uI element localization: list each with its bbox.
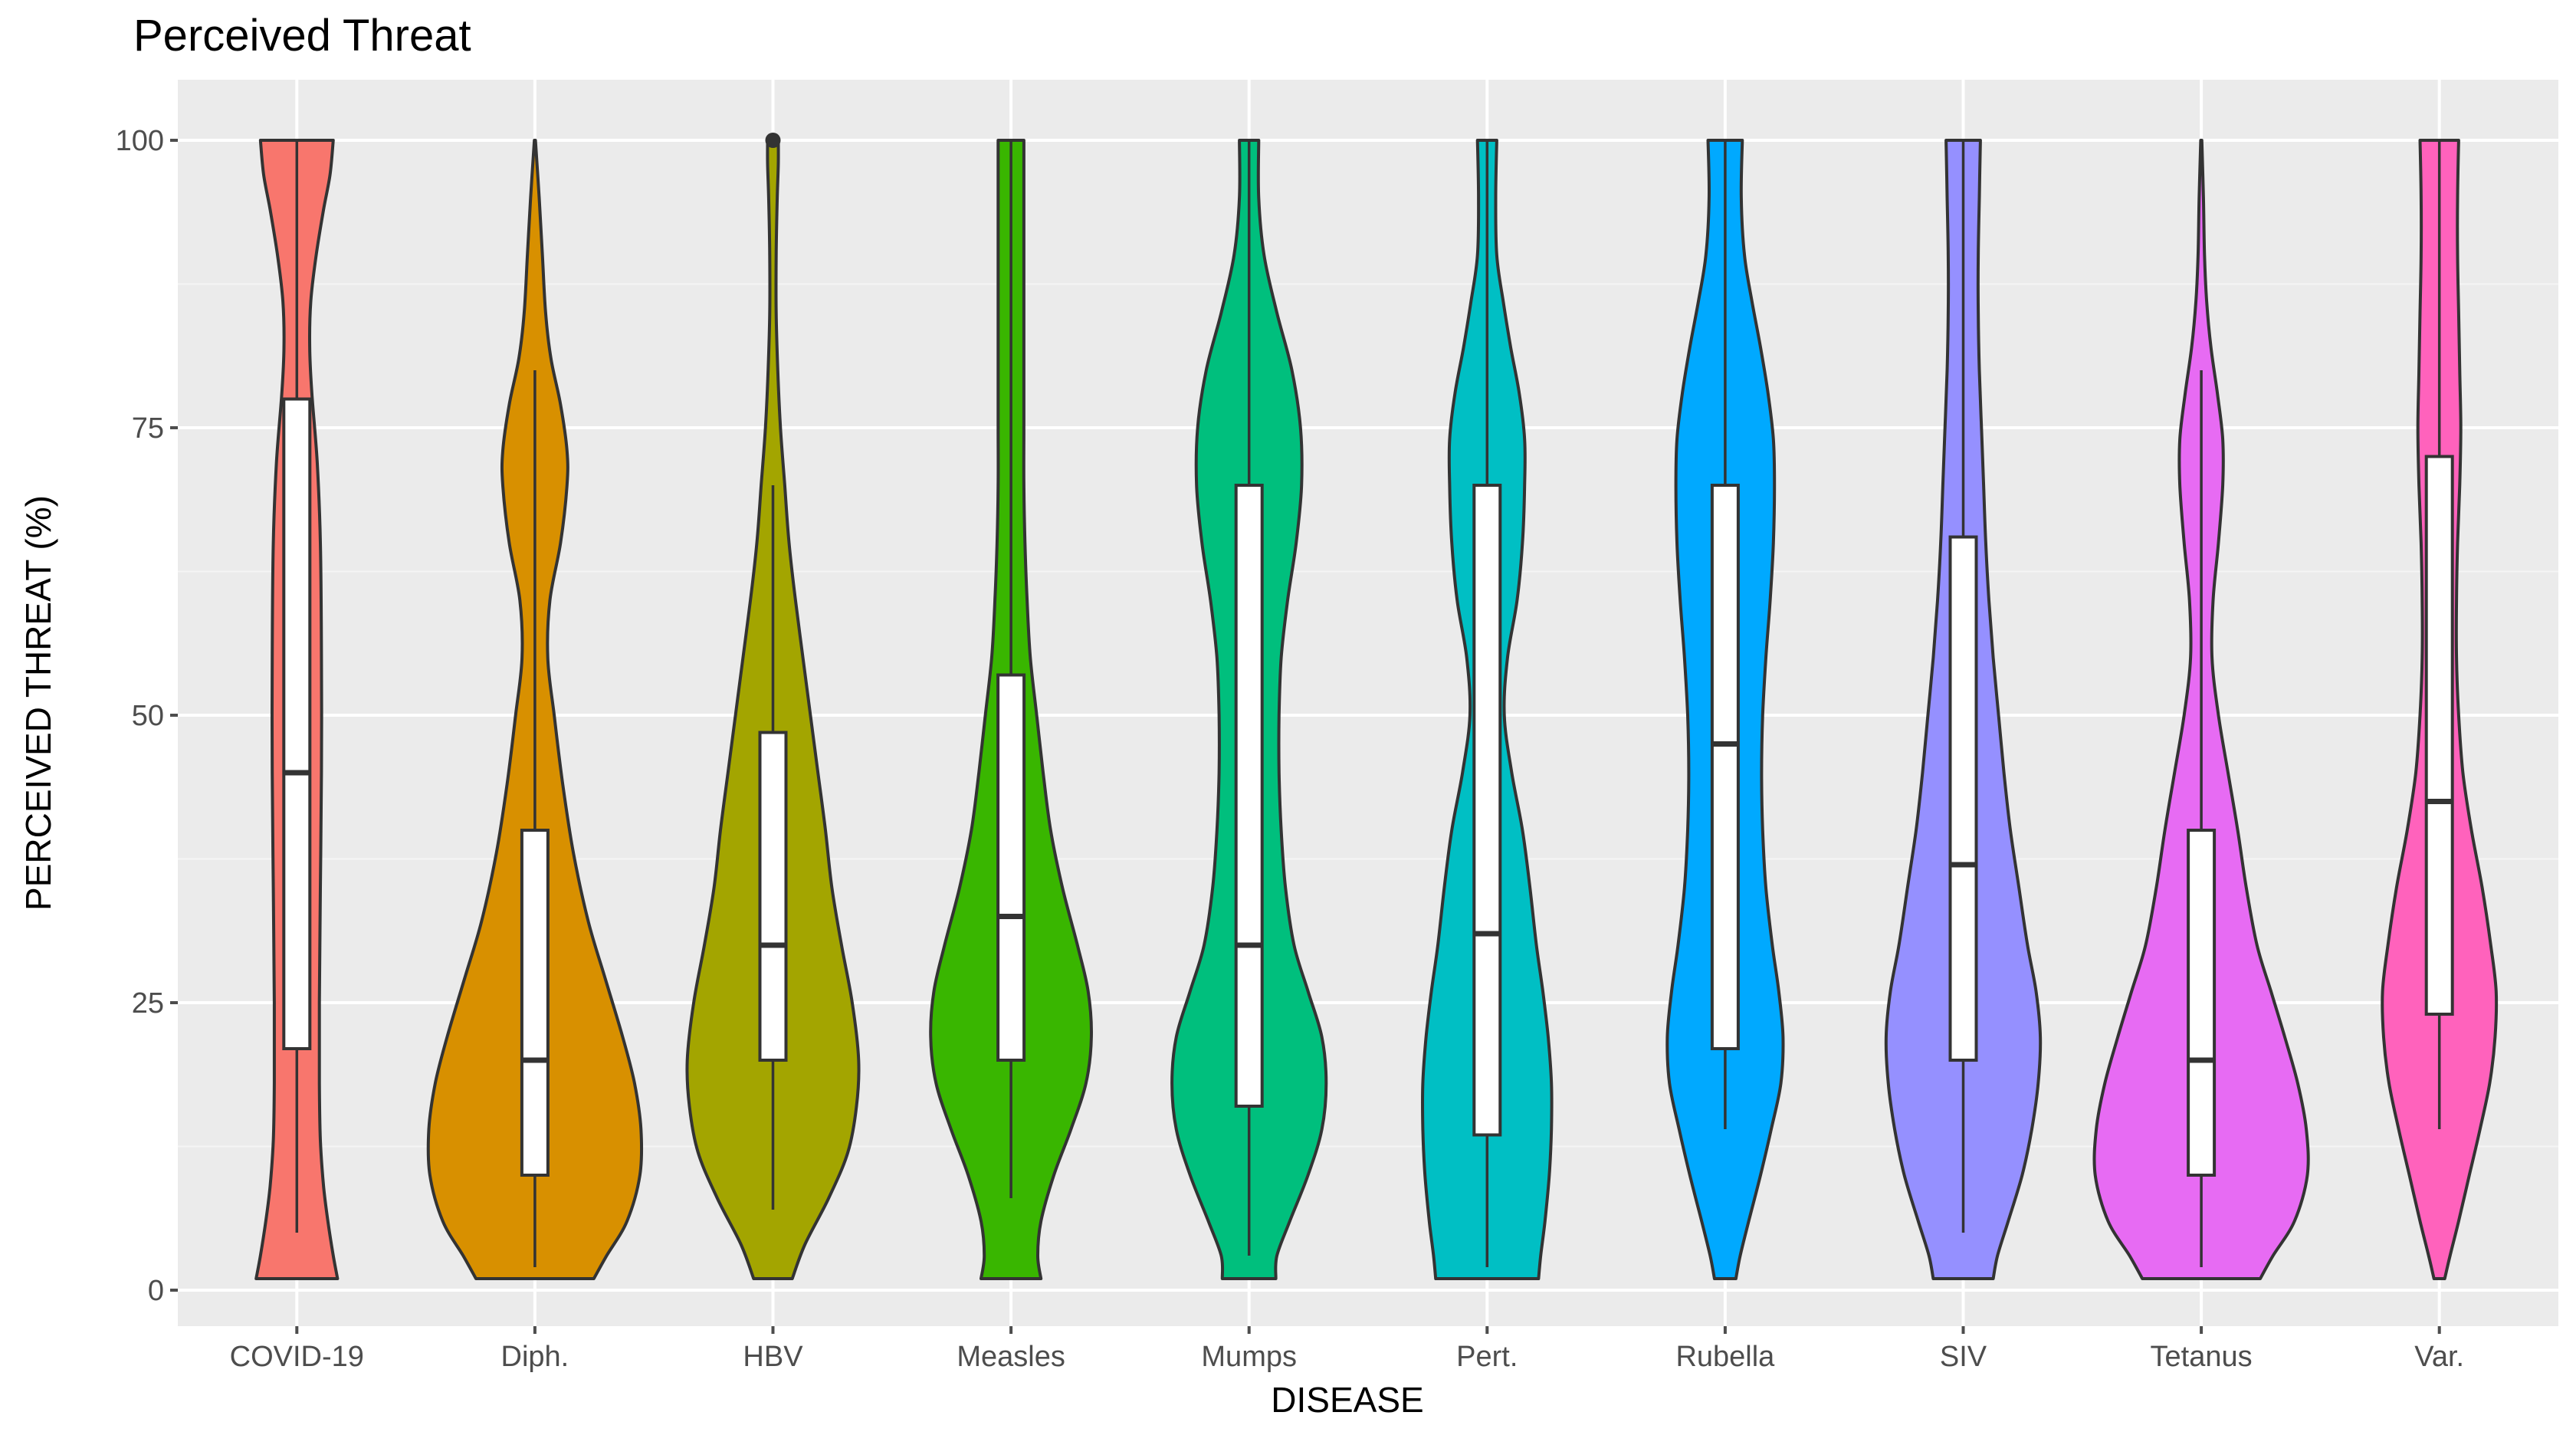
y-axis-title: PERCEIVED THREAT (%) — [18, 495, 58, 911]
iqr-box — [1710, 484, 1740, 1050]
violin-group-measles — [929, 139, 1093, 1280]
x-tick-label: SIV — [1940, 1341, 1987, 1373]
x-tick-label: Pert. — [1456, 1341, 1518, 1373]
iqr-box — [520, 829, 550, 1177]
y-axis: 0 25 50 75 100 — [116, 125, 178, 1307]
y-tick-label: 0 — [148, 1275, 164, 1307]
violin-group-hbv — [685, 133, 861, 1280]
x-tick-label: HBV — [743, 1341, 803, 1373]
violin-group-tetanus — [2092, 139, 2310, 1280]
iqr-box — [1948, 535, 1978, 1062]
iqr-box — [282, 397, 312, 1050]
violin-group-diph — [426, 139, 644, 1280]
iqr-box — [996, 673, 1026, 1062]
violin-group-covid-19 — [254, 139, 340, 1280]
iqr-box — [2187, 829, 2217, 1177]
y-tick-label: 50 — [132, 700, 164, 732]
y-tick-label: 75 — [132, 412, 164, 445]
x-tick-label: Tetanus — [2151, 1341, 2253, 1373]
chart-title: Perceived Threat — [133, 11, 471, 61]
outlier-point — [765, 133, 781, 148]
violin-group-siv — [1884, 139, 2043, 1280]
y-tick-label: 25 — [132, 987, 164, 1020]
x-tick-label: COVID-19 — [230, 1341, 364, 1373]
x-tick-label: Var. — [2414, 1341, 2464, 1373]
x-tick-label: Diph. — [501, 1341, 569, 1373]
violin-group-mumps — [1170, 139, 1328, 1280]
violin-group-pert — [1420, 139, 1554, 1280]
y-tick-label: 100 — [116, 125, 164, 157]
x-axis: COVID-19 Diph. HBV Measles Mumps Pert. Rubella… — [230, 1326, 2464, 1373]
iqr-box — [1234, 484, 1264, 1108]
violin-group-var — [2381, 139, 2499, 1280]
x-tick-label: Rubella — [1675, 1341, 1775, 1373]
violins-layer — [254, 133, 2499, 1280]
x-tick-label: Measles — [957, 1341, 1065, 1373]
x-axis-title: DISEASE — [1271, 1380, 1423, 1420]
x-tick-label: Mumps — [1201, 1341, 1297, 1373]
violin-group-rubella — [1665, 139, 1785, 1280]
iqr-box — [758, 731, 788, 1062]
iqr-box — [1472, 484, 1502, 1137]
iqr-box — [2424, 455, 2454, 1016]
